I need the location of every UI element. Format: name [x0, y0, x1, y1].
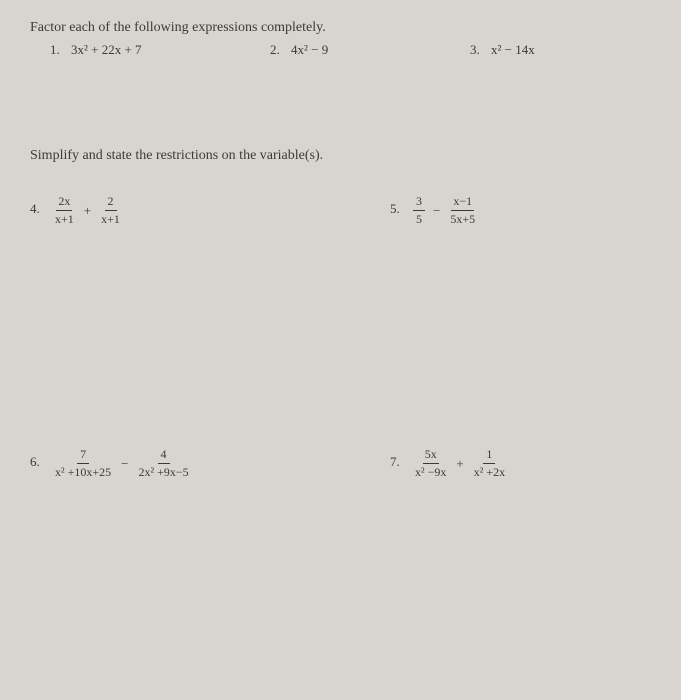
- operator: +: [84, 203, 91, 219]
- problem-3-expression: x² − 14x: [491, 42, 535, 57]
- fraction: x−1 5x+5: [448, 194, 477, 227]
- denominator: x² +2x: [472, 464, 507, 480]
- problem-6: 6. 7 x² +10x+25 − 4 2x² +9x−5: [30, 447, 390, 480]
- denominator: x² −9x: [413, 464, 448, 480]
- fraction: 5x x² −9x: [413, 447, 448, 480]
- problem-1-number: 1.: [50, 42, 60, 58]
- numerator: 7: [77, 447, 89, 464]
- problem-row-3: 6. 7 x² +10x+25 − 4 2x² +9x−5 7. 5x x² −…: [30, 447, 651, 480]
- problem-7-number: 7.: [390, 454, 400, 470]
- fraction: 3 5: [413, 194, 425, 227]
- numerator: 3: [413, 194, 425, 211]
- problem-7-expression: 5x x² −9x + 1 x² +2x: [411, 447, 509, 480]
- denominator: x² +10x+25: [53, 464, 113, 480]
- section1-instruction: Factor each of the following expressions…: [30, 20, 651, 36]
- fraction: 2x x+1: [53, 194, 76, 227]
- problem-6-expression: 7 x² +10x+25 − 4 2x² +9x−5: [51, 447, 193, 480]
- denominator: x+1: [53, 211, 76, 227]
- problem-4-expression: 2x x+1 + 2 x+1: [51, 194, 124, 227]
- operator: −: [433, 203, 440, 219]
- denominator: 2x² +9x−5: [136, 464, 190, 480]
- problem-3: 3. x² − 14x: [470, 42, 620, 58]
- problem-4: 4. 2x x+1 + 2 x+1: [30, 194, 390, 227]
- operator: +: [456, 456, 463, 472]
- problem-7: 7. 5x x² −9x + 1 x² +2x: [390, 447, 650, 480]
- problem-1: 1. 3x² + 22x + 7: [30, 42, 270, 58]
- fraction: 2 x+1: [99, 194, 122, 227]
- numerator: 2: [105, 194, 117, 211]
- problem-3-number: 3.: [470, 42, 480, 58]
- denominator: 5x+5: [448, 211, 477, 227]
- fraction: 1 x² +2x: [472, 447, 507, 480]
- operator: −: [121, 456, 128, 472]
- problem-row-1: 1. 3x² + 22x + 7 2. 4x² − 9 3. x² − 14x: [30, 42, 651, 58]
- fraction: 7 x² +10x+25: [53, 447, 113, 480]
- problem-6-number: 6.: [30, 454, 40, 470]
- problem-5: 5. 3 5 − x−1 5x+5: [390, 194, 650, 227]
- problem-5-number: 5.: [390, 201, 400, 217]
- problem-1-expression: 3x² + 22x + 7: [71, 42, 142, 57]
- numerator: 1: [483, 447, 495, 464]
- problem-2-number: 2.: [270, 42, 280, 58]
- problem-5-expression: 3 5 − x−1 5x+5: [411, 194, 479, 227]
- problem-row-2: 4. 2x x+1 + 2 x+1 5. 3 5 − x−1 5x+5: [30, 194, 651, 227]
- denominator: x+1: [99, 211, 122, 227]
- numerator: x−1: [451, 194, 474, 211]
- section2-instruction: Simplify and state the restrictions on t…: [30, 148, 651, 164]
- problem-2: 2. 4x² − 9: [270, 42, 470, 58]
- problem-2-expression: 4x² − 9: [291, 42, 328, 57]
- numerator: 4: [158, 447, 170, 464]
- numerator: 5x: [423, 447, 439, 464]
- denominator: 5: [414, 211, 424, 227]
- numerator: 2x: [56, 194, 72, 211]
- problem-4-number: 4.: [30, 201, 40, 217]
- fraction: 4 2x² +9x−5: [136, 447, 190, 480]
